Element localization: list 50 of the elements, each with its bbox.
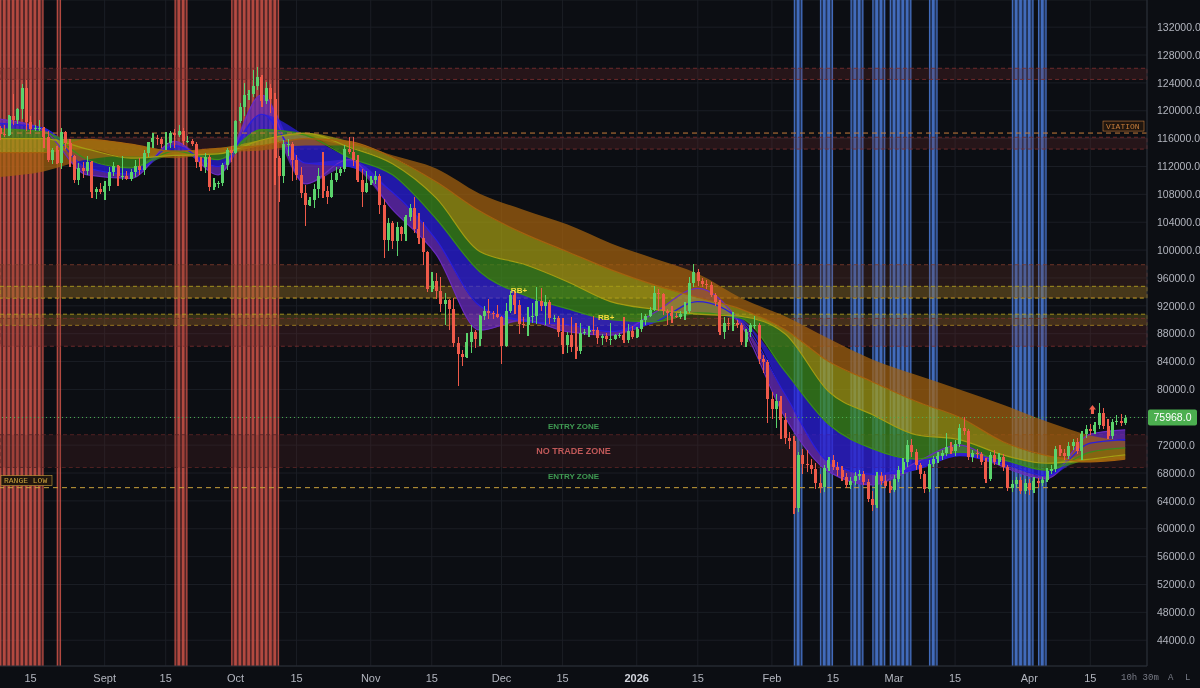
ref-line-label: RANGE LOW xyxy=(4,476,48,486)
x-tick-label: Apr xyxy=(1020,671,1039,684)
y-tick-label: 52000.0 xyxy=(1157,578,1196,591)
x-tick-label: 15 xyxy=(290,671,303,684)
y-tick-label: 104000.0 xyxy=(1157,215,1200,228)
y-tick-label: 60000.0 xyxy=(1157,522,1196,535)
y-tick-label: 64000.0 xyxy=(1157,494,1196,507)
y-tick-label: 112000.0 xyxy=(1157,160,1200,173)
y-tick-label: 96000.0 xyxy=(1157,271,1196,284)
y-tick-label: 88000.0 xyxy=(1157,327,1196,340)
y-tick-label: 80000.0 xyxy=(1157,383,1196,396)
ref-line-label: VIATION xyxy=(1106,121,1140,131)
text: 10h 30m xyxy=(1121,673,1159,684)
annotation: RB+ xyxy=(598,313,615,323)
ref-line-label: 75968.0 xyxy=(1153,411,1192,424)
y-tick-label: 116000.0 xyxy=(1157,132,1200,145)
y-tick-label: 72000.0 xyxy=(1157,438,1196,451)
x-tick-label: 15 xyxy=(1084,671,1097,684)
y-tick-label: 124000.0 xyxy=(1157,76,1200,89)
x-tick-label: Nov xyxy=(360,671,381,684)
annotation: ENTRY ZONE xyxy=(547,472,600,482)
x-tick-label: 15 xyxy=(24,671,37,684)
y-tick-label: 92000.0 xyxy=(1157,299,1196,312)
annotation: ENTRY ZONE xyxy=(547,421,600,431)
x-tick-label: 15 xyxy=(159,671,172,684)
x-tick-label: 15 xyxy=(556,671,569,684)
y-tick-label: 84000.0 xyxy=(1157,355,1196,368)
y-tick-label: 44000.0 xyxy=(1157,633,1196,646)
text: L xyxy=(1185,673,1191,684)
x-tick-label: Dec xyxy=(491,671,512,684)
x-tick-label: 15 xyxy=(948,671,962,684)
y-tick-label: 108000.0 xyxy=(1157,188,1200,201)
y-tick-label: 56000.0 xyxy=(1157,550,1196,563)
x-tick-label: 15 xyxy=(691,671,704,684)
y-tick-label: 100000.0 xyxy=(1157,243,1200,256)
x-tick-label: 15 xyxy=(826,671,840,684)
x-tick-label: Feb xyxy=(762,671,782,684)
x-tick-label: Sept xyxy=(93,671,116,684)
x-tick-label: 15 xyxy=(425,671,438,684)
y-tick-label: 128000.0 xyxy=(1157,48,1200,61)
band-label: NO TRADE ZONE xyxy=(536,446,611,457)
x-tick-label: Mar xyxy=(884,671,904,684)
text: A xyxy=(1168,673,1174,684)
annotation: RB+ xyxy=(510,286,528,296)
y-tick-label: 68000.0 xyxy=(1157,466,1196,479)
y-tick-label: 120000.0 xyxy=(1157,104,1200,117)
x-tick-label: Oct xyxy=(226,671,245,684)
x-tick-label: 2026 xyxy=(624,671,649,684)
y-tick-label: 132000.0 xyxy=(1157,20,1200,33)
y-tick-label: 48000.0 xyxy=(1157,606,1196,619)
